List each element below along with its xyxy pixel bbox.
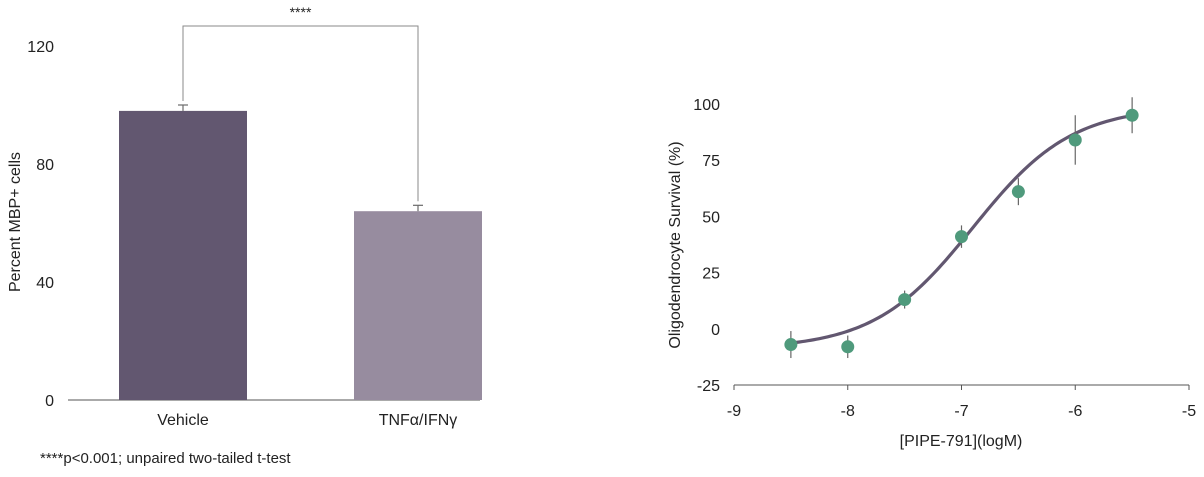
data-point-5 bbox=[1068, 133, 1082, 147]
data-point-6 bbox=[1125, 108, 1139, 122]
bar-1 bbox=[354, 211, 482, 400]
y-tick-label: 0 bbox=[45, 393, 54, 410]
significance-bracket bbox=[182, 25, 419, 202]
y-tick-label: 100 bbox=[693, 97, 720, 114]
dose-response-chart: -9 -8 -7 -6 -5 -25 0 25 50 75 100 [PIPE-791](logM) O… bbox=[667, 97, 1196, 450]
y-axis-label: Percent MBP+ cells bbox=[7, 152, 24, 292]
y-tick-label: 50 bbox=[702, 209, 720, 226]
data-point-1 bbox=[841, 340, 855, 354]
x-axis-label: [PIPE-791](logM) bbox=[900, 433, 1023, 450]
data-point-4 bbox=[1011, 185, 1025, 199]
x-tick-label: -6 bbox=[1068, 403, 1082, 420]
y-axis-label: Oligodendrocyte Survival (%) bbox=[667, 141, 684, 348]
bar-chart: 0 40 80 120 Percent MBP+ cells Vehicle TNFα/IF… bbox=[7, 4, 482, 467]
y-tick-label: 120 bbox=[27, 39, 54, 56]
y-tick-label: 80 bbox=[36, 157, 54, 174]
footnote: ****p<0.001; unpaired two-tailed t-test bbox=[40, 450, 291, 467]
x-tick-label: -9 bbox=[727, 403, 741, 420]
y-tick-label: 75 bbox=[702, 153, 720, 170]
x-tick-label: -8 bbox=[841, 403, 855, 420]
y-tick-label: 25 bbox=[702, 266, 720, 283]
data-point-0 bbox=[784, 338, 798, 352]
y-tick-label: 40 bbox=[36, 275, 54, 292]
bar-0 bbox=[119, 110, 247, 401]
data-point-2 bbox=[898, 293, 912, 307]
significance-label: **** bbox=[290, 4, 312, 20]
y-tick-label: -25 bbox=[697, 378, 720, 395]
x-tick-label: -7 bbox=[954, 403, 968, 420]
y-tick-label: 0 bbox=[711, 322, 720, 339]
data-point-3 bbox=[955, 230, 968, 244]
category-label-0: Vehicle bbox=[157, 412, 209, 429]
category-label-1: TNFα/IFNγ bbox=[379, 412, 458, 429]
x-tick-label: -5 bbox=[1182, 403, 1196, 420]
